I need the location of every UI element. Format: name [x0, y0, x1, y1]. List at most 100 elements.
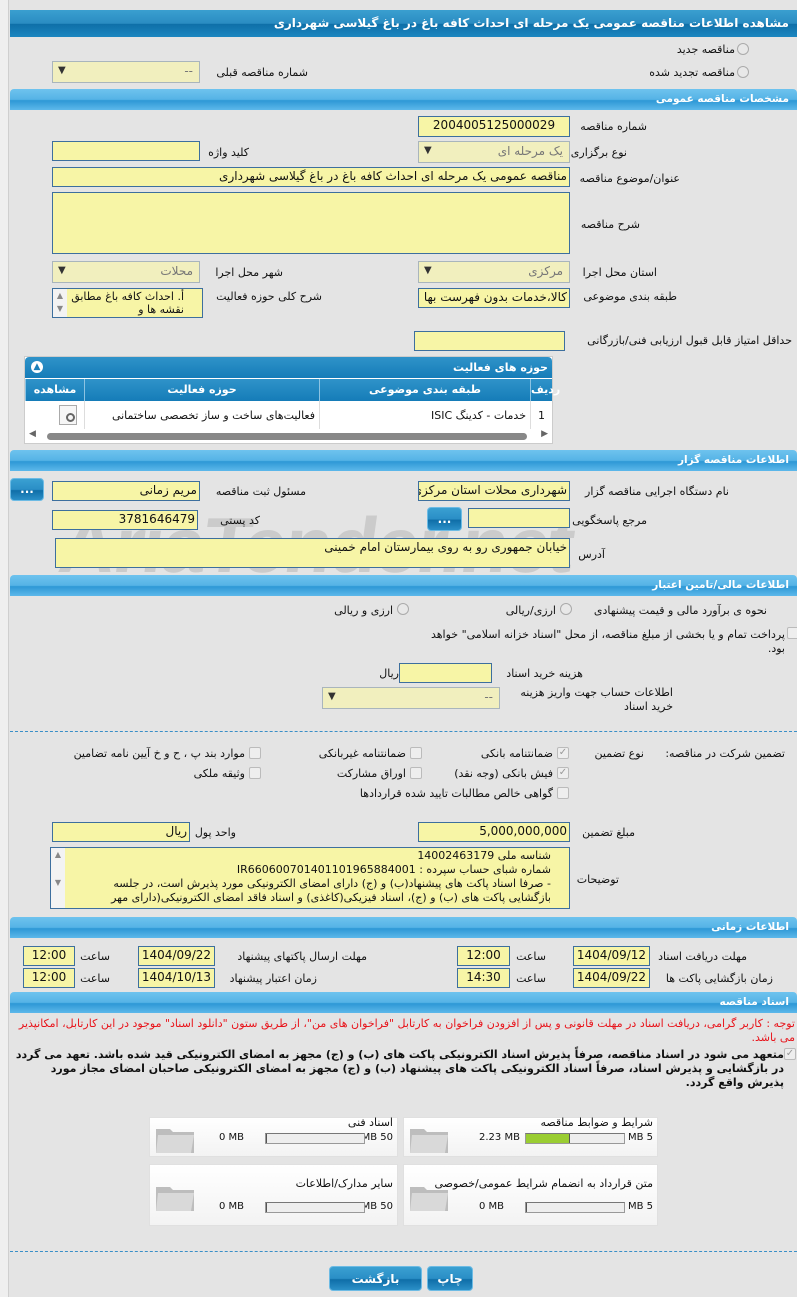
opening-label: زمان بازگشایی پاکت ها: [665, 972, 773, 985]
scroll-left-icon[interactable]: ◀: [29, 429, 36, 439]
tender-number-field[interactable]: 2004005125000029: [418, 116, 570, 137]
send-deadline-date[interactable]: 1404/09/22: [138, 946, 215, 966]
address-field[interactable]: خیابان جمهوری رو به روی بیمارستان امام خ…: [55, 538, 570, 568]
reference-more-button[interactable]: ...: [427, 507, 462, 531]
commit-checkbox[interactable]: ✓: [784, 1048, 796, 1060]
doc-card[interactable]: سایر مدارک/اطلاعات 50 MB 0 MB: [149, 1164, 398, 1226]
guarantee-amount-label: مبلغ تضمین: [582, 826, 635, 839]
collapse-icon[interactable]: ▲: [31, 361, 43, 373]
validity-date[interactable]: 1404/10/13: [138, 968, 215, 988]
doc-card[interactable]: شرایط و ضوابط مناقصه 5 MB 2.23 MB: [403, 1116, 658, 1157]
doc-card-title: اسناد فنی: [347, 1116, 393, 1129]
guarantee-option-label: اوراق مشارکت: [336, 767, 406, 780]
address-label: آدرس: [578, 548, 605, 561]
notes-line: شناسه ملی 14002463179: [417, 849, 551, 862]
guarantee-checkbox[interactable]: ✓: [557, 747, 569, 759]
chevron-down-icon: ▼: [328, 691, 336, 702]
guarantee-checkbox[interactable]: [557, 787, 569, 799]
docs-notice: توجه : کاربر گرامی، دریافت اسناد در مهلت…: [18, 1017, 795, 1044]
chevron-down-icon: ▼: [58, 265, 66, 276]
postal-code-field[interactable]: 3781646479: [52, 510, 198, 530]
horizontal-scrollbar[interactable]: [47, 433, 527, 440]
province-label: استان محل اجرا: [582, 266, 657, 279]
responsible-more-button[interactable]: ...: [10, 478, 44, 501]
col-view: مشاهده: [25, 379, 84, 401]
holding-type-select[interactable]: یک مرحله ای ▼: [418, 141, 570, 163]
divider: [10, 1251, 797, 1252]
hour-label: ساعت: [516, 950, 546, 963]
doc-card-max: 50 MB: [361, 1132, 393, 1143]
prev-tender-value: --: [184, 64, 193, 78]
province-value: مرکزی: [528, 264, 563, 278]
guarantee-option-label: گواهی خالص مطالبات تایید شده قراردادها: [359, 787, 553, 800]
guarantee-checkbox[interactable]: [249, 767, 261, 779]
cell-category: خدمات - کدینگ ISIC: [319, 401, 530, 429]
category-field[interactable]: کالا،خدمات بدون فهرست بها: [418, 288, 570, 308]
scroll-right-icon[interactable]: ▶: [541, 429, 548, 439]
doc-card-progress-fill: [526, 1134, 570, 1143]
hour-label: ساعت: [80, 950, 110, 963]
city-select[interactable]: محلات ▼: [52, 261, 200, 283]
notes-textarea[interactable]: ▲ ▼ شناسه ملی 14002463179 شماره شبای حساب…: [50, 847, 570, 909]
print-button[interactable]: چاپ: [427, 1266, 473, 1291]
doc-card-progress: [265, 1133, 365, 1144]
chevron-down-icon: ▼: [424, 265, 432, 276]
scrollbar[interactable]: ▲ ▼: [53, 289, 67, 317]
min-score-field[interactable]: [414, 331, 565, 351]
notes-line: - صرفا اسناد پاکت های پیشنهاد(ب) و (ج) د…: [113, 877, 551, 890]
reference-label: مرجع پاسخگویی: [572, 514, 647, 527]
city-label: شهر محل اجرا: [215, 266, 283, 279]
doc-card[interactable]: اسناد فنی 50 MB 0 MB: [149, 1116, 398, 1157]
prev-tender-select[interactable]: -- ▼: [52, 61, 200, 83]
guarantee-option-label: ضمانتنامه غیربانکی: [318, 747, 406, 760]
send-deadline-time[interactable]: 12:00: [23, 946, 75, 966]
subject-label: عنوان/موضوع مناقصه: [579, 172, 680, 185]
notes-line: بازگشایی پاکت های (ب) و (ج)، اسناد فیزیک…: [111, 891, 551, 904]
keyword-field[interactable]: [52, 141, 200, 161]
section-timing: اطلاعات زمانی: [10, 917, 797, 938]
guarantee-amount-field[interactable]: 5,000,000,000: [418, 822, 570, 842]
scope-textarea[interactable]: ▲ ▼ أ. احداث کافه باغ مطابق با نقشه ها و: [52, 288, 203, 318]
account-select[interactable]: -- ▼: [322, 687, 500, 709]
doc-deadline-date[interactable]: 1404/09/12: [573, 946, 650, 966]
doc-fee-field[interactable]: [399, 663, 492, 683]
page-title: مشاهده اطلاعات مناقصه عمومی یک مرحله ای …: [10, 10, 797, 37]
view-document-icon[interactable]: [59, 405, 77, 425]
section-org: اطلاعات مناقصه گزار: [10, 450, 797, 471]
back-button[interactable]: بازگشت: [329, 1266, 422, 1291]
new-tender-label: مناقصه جدید: [676, 43, 735, 56]
doc-deadline-label: مهلت دریافت اسناد: [658, 950, 747, 963]
col-row: ردیف: [530, 379, 560, 401]
province-select[interactable]: مرکزی ▼: [418, 261, 570, 283]
guarantee-checkbox[interactable]: [410, 747, 422, 759]
section-docs: اسناد مناقصه: [10, 992, 797, 1013]
doc-card-max: 50 MB: [361, 1201, 393, 1212]
category-label: طبقه بندی موضوعی: [583, 290, 677, 303]
opening-date[interactable]: 1404/09/22: [573, 968, 650, 988]
guarantee-checkbox[interactable]: ✓: [557, 767, 569, 779]
reference-field[interactable]: [468, 508, 570, 528]
desc-textarea[interactable]: [52, 192, 570, 254]
responsible-field[interactable]: مریم زمانی: [52, 481, 200, 501]
folder-icon: [410, 1129, 448, 1153]
table-row: 1 خدمات - کدینگ ISIC فعالیت‌های ساخت و س…: [25, 401, 552, 429]
radio-currency-and-rial[interactable]: [397, 603, 409, 615]
cell-row: 1: [530, 401, 552, 429]
activity-table-title: حوزه های فعالیت: [453, 361, 548, 374]
doc-card[interactable]: متن قرارداد به انضمام شرایط عمومی/خصوصی …: [403, 1164, 658, 1226]
guarantee-checkbox[interactable]: [410, 767, 422, 779]
org-name-field[interactable]: شهرداری محلات استان مرکزی: [418, 481, 570, 501]
radio-new-tender[interactable]: [737, 43, 749, 55]
radio-currency-rial[interactable]: [560, 603, 572, 615]
scrollbar[interactable]: ▲ ▼: [51, 848, 65, 908]
folder-icon: [156, 1129, 194, 1153]
radio-renewed-tender[interactable]: [737, 66, 749, 78]
doc-deadline-time[interactable]: 12:00: [457, 946, 510, 966]
account-label: اطلاعات حساب جهت واریز هزینه خرید اسناد: [520, 686, 673, 713]
treasury-checkbox[interactable]: [787, 627, 797, 639]
opening-time[interactable]: 14:30: [457, 968, 510, 988]
currency-field[interactable]: ریال: [52, 822, 190, 842]
validity-time[interactable]: 12:00: [23, 968, 75, 988]
guarantee-checkbox[interactable]: [249, 747, 261, 759]
subject-field[interactable]: مناقصه عمومی یک مرحله ای احداث کافه باغ …: [52, 167, 570, 187]
